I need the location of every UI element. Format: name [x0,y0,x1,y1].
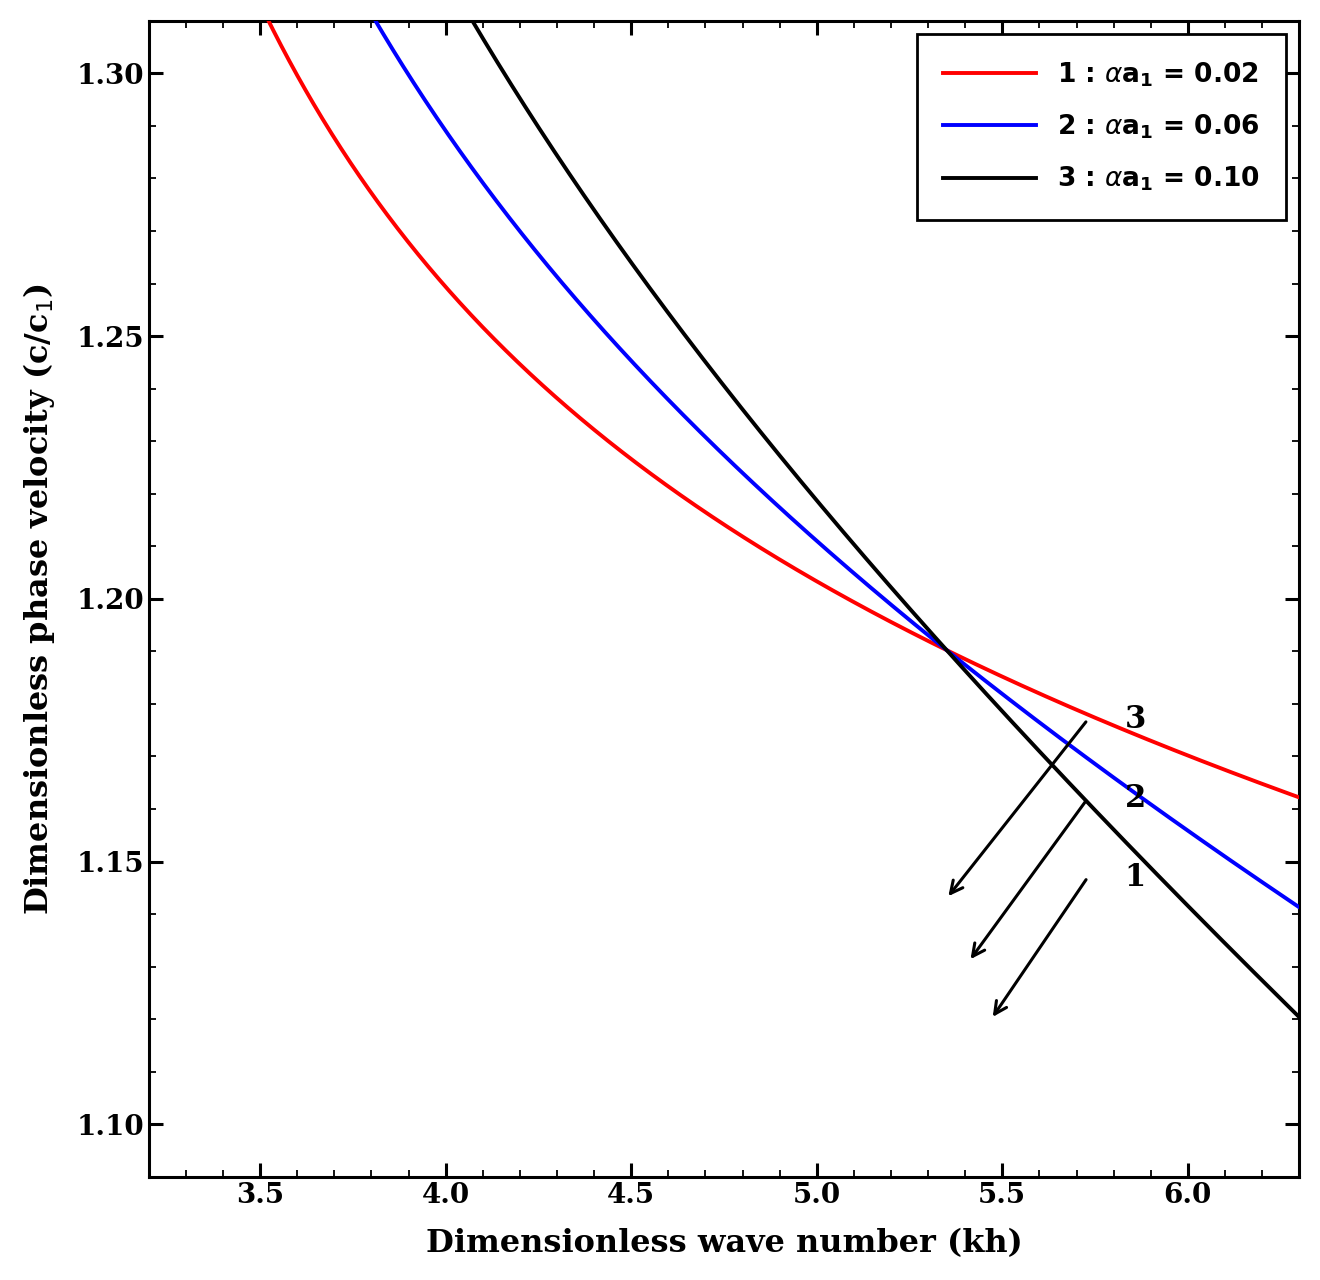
Text: 1: 1 [1125,861,1146,893]
Text: 3: 3 [1125,704,1146,735]
Y-axis label: Dimensionless phase velocity (c/c$_1$): Dimensionless phase velocity (c/c$_1$) [21,283,57,915]
X-axis label: Dimensionless wave number (kh): Dimensionless wave number (kh) [425,1229,1023,1260]
Legend: 1 : $\mathit{\alpha}$a$_\mathbf{1}$ = $\mathbf{0.02}$, 2 : $\mathit{\alpha}$a$_\: 1 : $\mathit{\alpha}$a$_\mathbf{1}$ = $\… [917,35,1286,220]
Text: 2: 2 [1125,783,1146,814]
